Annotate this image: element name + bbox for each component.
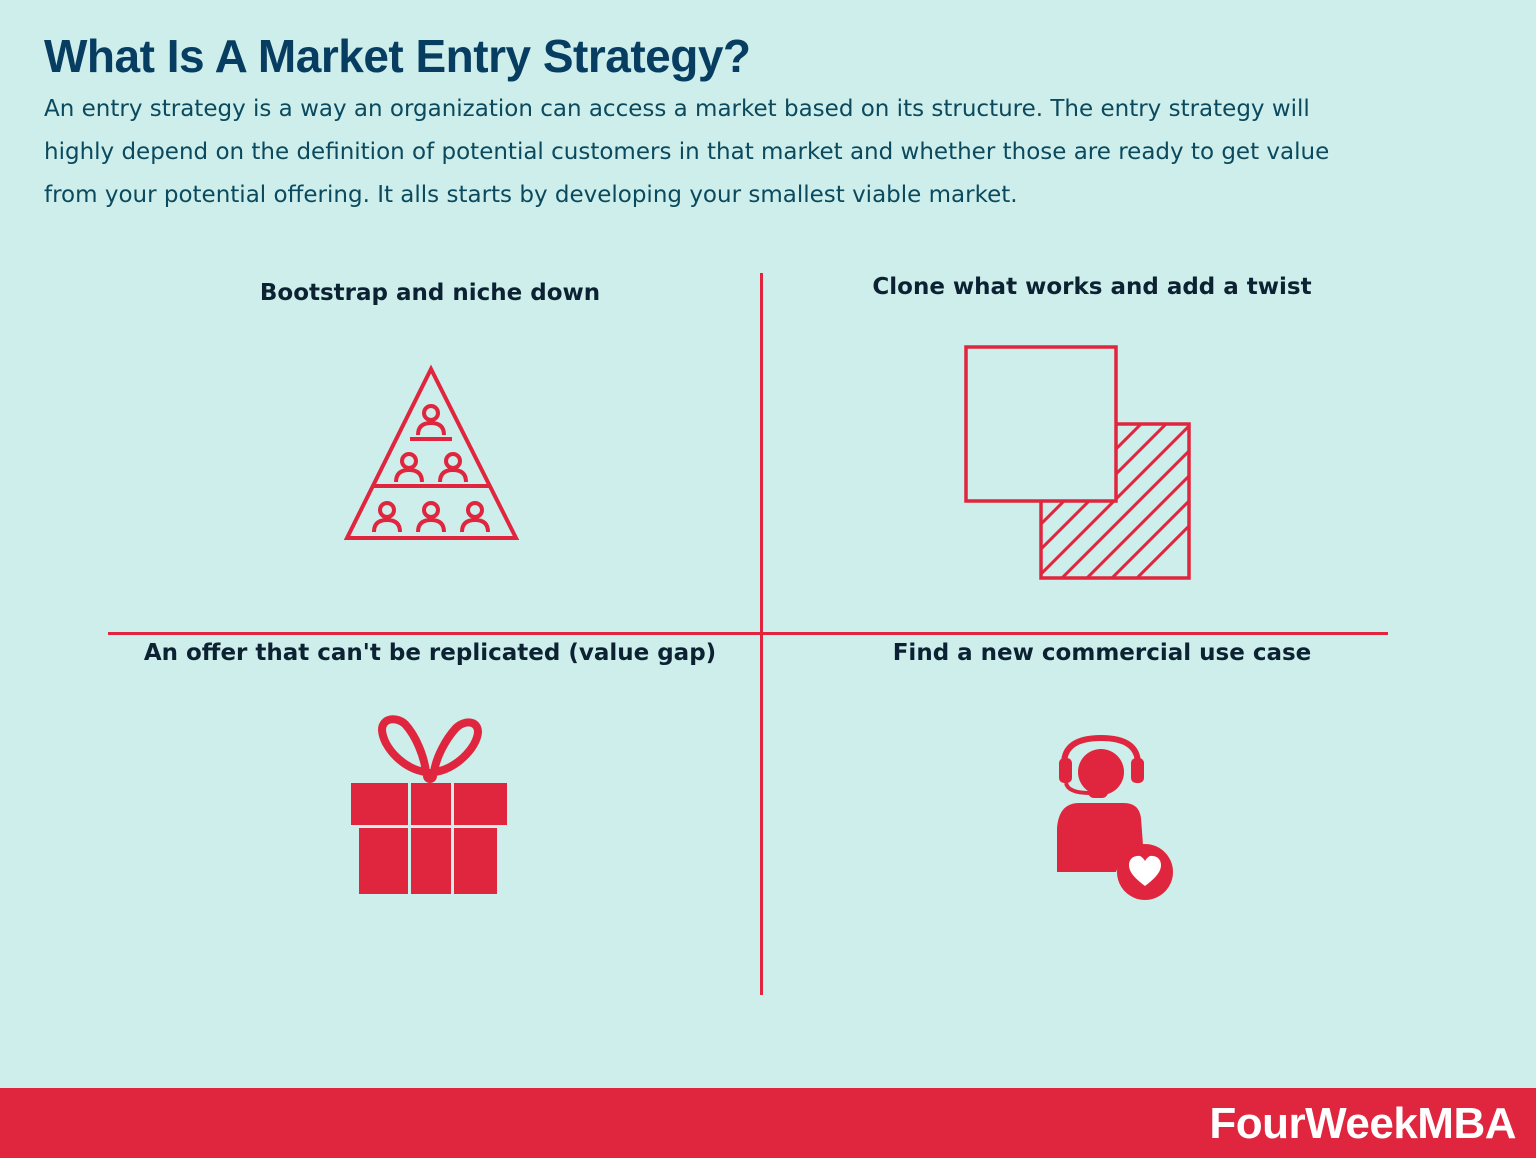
- overlapping-squares-icon: [964, 345, 1191, 580]
- quadrant-title-use-case: Find a new commercial use case: [892, 640, 1312, 666]
- page-title: What Is A Market Entry Strategy?: [44, 30, 751, 82]
- brand-logo: FourWeekMBA: [1209, 1099, 1516, 1148]
- quadrant-title-clone: Clone what works and add a twist: [872, 274, 1312, 300]
- support-agent-heart-icon: [1057, 734, 1173, 900]
- quadrant-title-bootstrap: Bootstrap and niche down: [259, 280, 601, 306]
- gift-box-icon: [351, 715, 507, 894]
- people-pyramid-icon: [343, 364, 520, 540]
- horizontal-divider: [108, 632, 1388, 635]
- intro-paragraph: An entry strategy is a way an organizati…: [44, 96, 1330, 208]
- footer-bar: FourWeekMBA: [0, 1088, 1536, 1158]
- quadrant-title-offer: An offer that can't be replicated (value…: [143, 640, 717, 666]
